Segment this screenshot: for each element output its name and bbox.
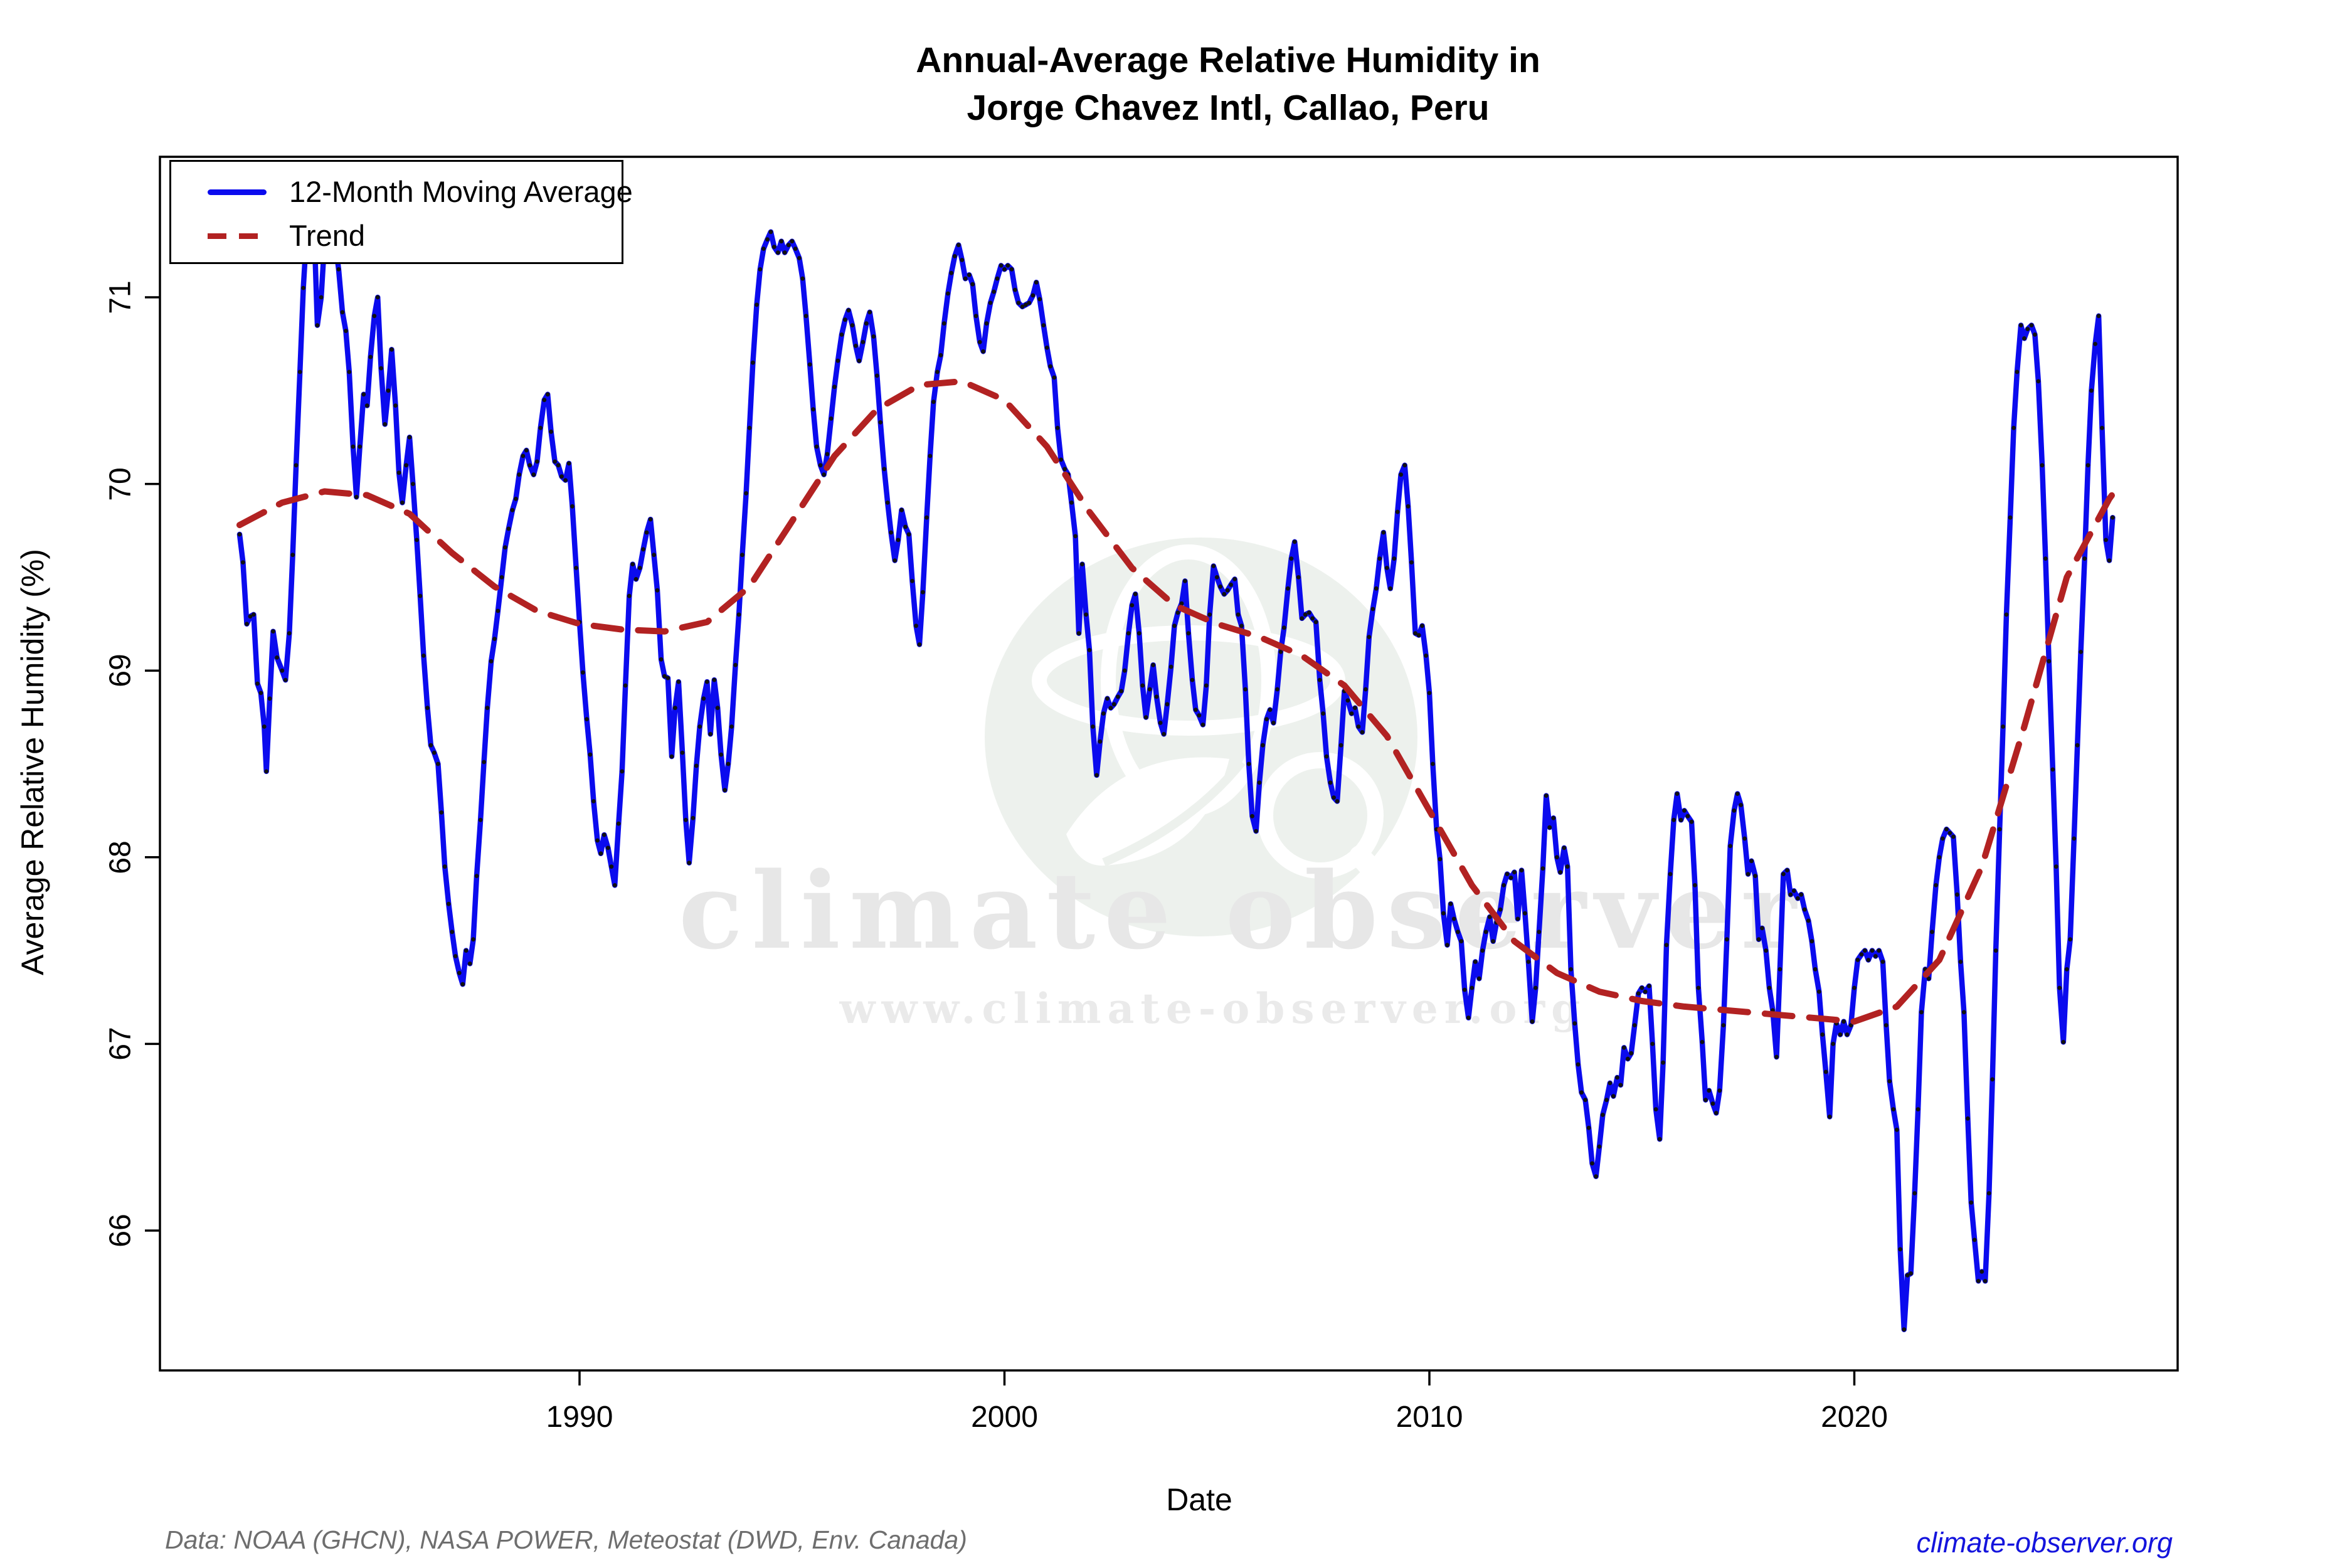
x-tick-label: 2010 [1396,1401,1463,1434]
plot-border [159,156,2179,1372]
legend-entry-trend: Trend [171,217,622,255]
title-line-2: Jorge Chavez Intl, Callao, Peru [967,88,1490,128]
data-point-markers [237,213,2115,1332]
watermark-url-text: www.climate-observer.org [839,984,1587,1033]
page-title: Annual-Average Relative Humidity in Jorg… [916,36,1540,132]
legend-line-sample-dashed-icon [208,233,267,239]
x-axis-title: Date [1166,1482,1232,1517]
data-series-lines [236,212,2123,1332]
moving-average-line [236,212,2116,1332]
legend-label: 12-Month Moving Average [289,175,633,208]
data-sources-note: Data: NOAA (GHCN), NASA POWER, Meteostat… [165,1525,967,1554]
x-tick-label: 2000 [971,1401,1038,1434]
legend-line-sample-solid-icon [208,189,267,195]
plot-frame [145,156,2179,1385]
legend-box: 12-Month Moving Average Trend [169,160,633,264]
watermark-text: climate observer [678,849,1806,973]
legend-entry-moving-average: 12-Month Moving Average [171,173,633,211]
x-tick-label: 1990 [546,1401,613,1434]
x-tick-label: 2020 [1821,1401,1888,1434]
site-link[interactable]: climate-observer.org [1916,1527,2173,1559]
title-line-1: Annual-Average Relative Humidity in [916,40,1540,80]
legend-label: Trend [289,219,366,252]
trend-line [236,378,2123,1025]
